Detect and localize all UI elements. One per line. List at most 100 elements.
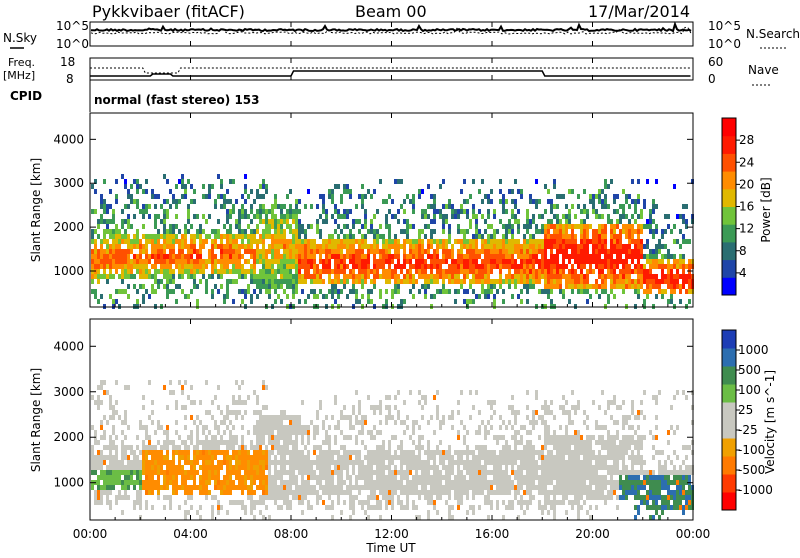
power-cell bbox=[514, 279, 517, 284]
power-cell bbox=[652, 279, 655, 284]
velocity-cell bbox=[226, 455, 229, 460]
velocity-cell bbox=[364, 470, 367, 475]
power-cell bbox=[364, 259, 367, 264]
power-cell bbox=[400, 299, 403, 304]
velocity-cell bbox=[109, 490, 112, 495]
power-cell bbox=[544, 259, 547, 264]
velocity-cell bbox=[307, 425, 310, 430]
velocity-cell bbox=[229, 485, 232, 490]
velocity-cell bbox=[238, 470, 241, 475]
velocity-cell bbox=[364, 445, 367, 450]
power-cell bbox=[547, 244, 550, 249]
power-cell bbox=[244, 189, 247, 194]
power-cell bbox=[457, 279, 460, 284]
power-cell bbox=[598, 269, 601, 274]
velocity-cell bbox=[370, 450, 373, 455]
velocity-cell bbox=[142, 460, 145, 465]
power-cell bbox=[193, 269, 196, 274]
power-cell bbox=[544, 284, 547, 289]
velocity-cell bbox=[190, 460, 193, 465]
velocity-cell bbox=[127, 455, 130, 460]
nave-tick-top: 60 bbox=[708, 55, 723, 69]
velocity-cell bbox=[295, 485, 298, 490]
power-cell bbox=[340, 249, 343, 254]
power-cell bbox=[466, 249, 469, 254]
velocity-cell bbox=[313, 485, 316, 490]
velocity-cell bbox=[574, 450, 577, 455]
velocity-cell bbox=[517, 490, 520, 495]
velocity-cell bbox=[562, 410, 565, 415]
power-cell bbox=[130, 199, 133, 204]
velocity-cell bbox=[187, 445, 190, 450]
velocity-cell bbox=[568, 485, 571, 490]
power-cell bbox=[211, 184, 214, 189]
velocity-cell bbox=[106, 470, 109, 475]
power-cell bbox=[217, 274, 220, 279]
power-cell bbox=[226, 214, 229, 219]
power-cell bbox=[496, 264, 499, 269]
velocity-cell bbox=[292, 440, 295, 445]
power-cell bbox=[580, 239, 583, 244]
power-cell bbox=[454, 269, 457, 274]
power-cell bbox=[664, 229, 667, 234]
power-cell bbox=[598, 259, 601, 264]
power-cell bbox=[211, 229, 214, 234]
velocity-cell bbox=[496, 485, 499, 490]
power-cell bbox=[127, 254, 130, 259]
power-cell bbox=[271, 284, 274, 289]
power-cell bbox=[214, 264, 217, 269]
power-cell bbox=[514, 284, 517, 289]
power-cell bbox=[499, 279, 502, 284]
velocity-cell bbox=[175, 405, 178, 410]
velocity-cell bbox=[253, 500, 256, 505]
power-cell bbox=[142, 259, 145, 264]
power-cell bbox=[265, 214, 268, 219]
power-cell bbox=[604, 274, 607, 279]
power-cell bbox=[628, 194, 631, 199]
velocity-cell bbox=[304, 460, 307, 465]
power-cell bbox=[412, 284, 415, 289]
velocity-cell bbox=[427, 460, 430, 465]
velocity-cell bbox=[211, 515, 214, 520]
power-cell bbox=[475, 239, 478, 244]
power-cell bbox=[262, 209, 265, 214]
velocity-cell bbox=[283, 455, 286, 460]
power-cell bbox=[508, 224, 511, 229]
power-cell bbox=[640, 274, 643, 279]
velocity-cell bbox=[535, 420, 538, 425]
power-cell bbox=[181, 244, 184, 249]
power-cell bbox=[601, 284, 604, 289]
power-cell bbox=[628, 229, 631, 234]
power-cell bbox=[466, 199, 469, 204]
power-cell bbox=[679, 244, 682, 249]
velocity-cell bbox=[433, 505, 436, 510]
power-cbar-tick-label: 28 bbox=[739, 133, 754, 147]
velocity-cell bbox=[553, 440, 556, 445]
velocity-cell bbox=[121, 455, 124, 460]
power-cell bbox=[166, 179, 169, 184]
power-cell bbox=[271, 219, 274, 224]
power-cell bbox=[517, 239, 520, 244]
velocity-cell bbox=[253, 450, 256, 455]
power-cell bbox=[625, 199, 628, 204]
power-cell bbox=[262, 274, 265, 279]
power-cell bbox=[145, 254, 148, 259]
power-cell bbox=[388, 239, 391, 244]
power-cell bbox=[502, 194, 505, 199]
velocity-cell bbox=[463, 435, 466, 440]
power-cell bbox=[127, 219, 130, 224]
power-cell bbox=[166, 234, 169, 239]
velocity-cell bbox=[175, 420, 178, 425]
power-cell bbox=[328, 249, 331, 254]
velocity-cell bbox=[547, 425, 550, 430]
power-cell bbox=[358, 194, 361, 199]
velocity-cell bbox=[163, 460, 166, 465]
power-cell bbox=[379, 259, 382, 264]
velocity-cell bbox=[211, 510, 214, 515]
velocity-cell bbox=[271, 460, 274, 465]
power-cell bbox=[238, 259, 241, 264]
velocity-cell bbox=[565, 470, 568, 475]
power-cell bbox=[571, 244, 574, 249]
velocity-cell bbox=[169, 470, 172, 475]
power-cell bbox=[493, 239, 496, 244]
